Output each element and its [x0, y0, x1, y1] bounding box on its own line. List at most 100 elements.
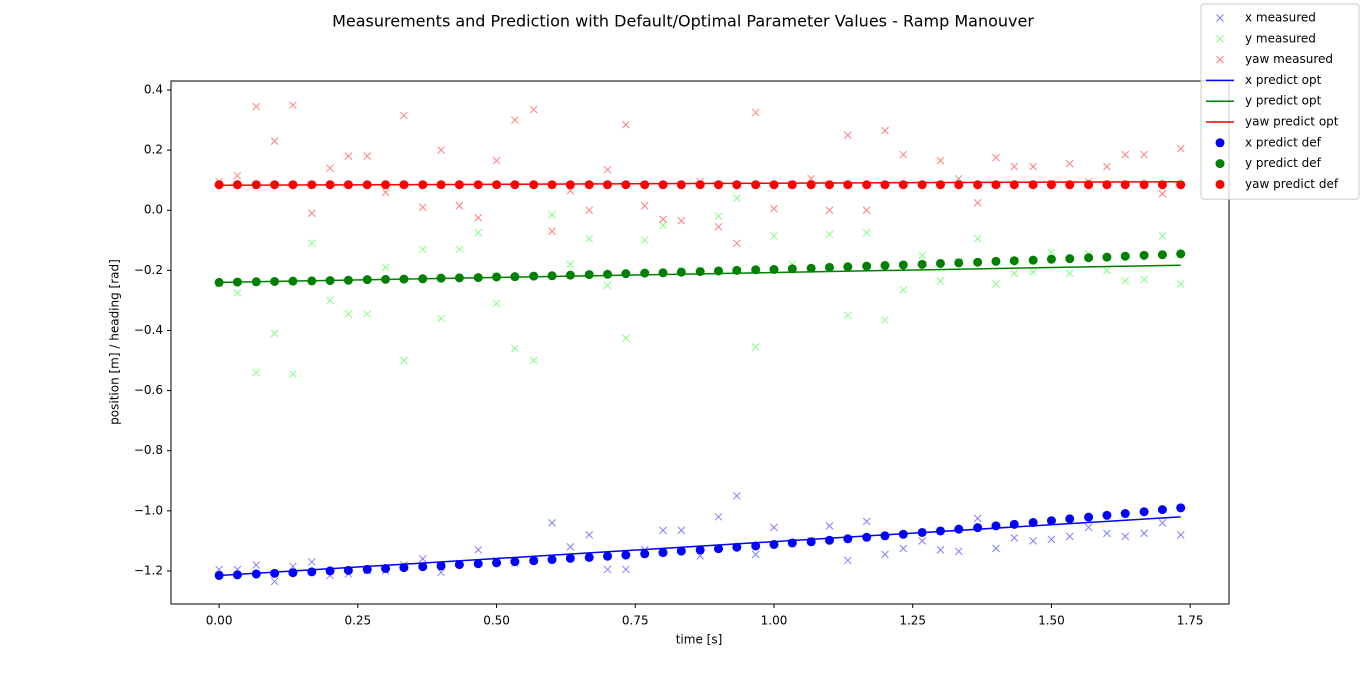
cross-marker	[492, 299, 501, 308]
prediction-dot	[769, 264, 779, 274]
prediction-dot	[954, 258, 964, 268]
cross-marker	[751, 550, 760, 559]
cross-marker	[437, 314, 445, 323]
prediction-dot	[862, 532, 872, 542]
legend-swatch	[1215, 138, 1225, 148]
cross-marker	[289, 101, 297, 109]
prediction-dot	[547, 271, 557, 281]
cross-marker	[381, 188, 390, 197]
cross-marker	[881, 126, 889, 135]
prediction-dot	[1102, 180, 1112, 190]
prediction-dot	[547, 180, 557, 190]
cross-marker	[474, 213, 483, 222]
prediction-dot	[1084, 512, 1094, 522]
x-tick-label: 1.50	[1038, 614, 1065, 628]
prediction-dot	[843, 262, 853, 272]
cross-marker	[585, 531, 594, 539]
prediction-dot	[991, 521, 1001, 531]
cross-marker	[954, 547, 963, 556]
prediction-dot	[603, 269, 613, 279]
prediction-dot	[917, 527, 927, 537]
prediction-dot	[325, 180, 335, 190]
cross-marker	[603, 165, 612, 174]
cross-marker	[1216, 14, 1224, 22]
prediction-dot	[1176, 180, 1186, 190]
prediction-dot	[695, 180, 705, 190]
prediction-dot	[658, 548, 668, 558]
cross-marker	[418, 245, 427, 254]
cross-marker	[973, 514, 982, 523]
cross-marker	[474, 228, 483, 237]
cross-marker	[1121, 150, 1130, 159]
cross-marker	[936, 156, 945, 165]
cross-marker	[1065, 269, 1074, 278]
prediction-dot	[1065, 254, 1075, 264]
prediction-dot	[751, 180, 761, 190]
prediction-dot	[640, 180, 650, 190]
x-tick-label: 0.50	[483, 614, 510, 628]
cross-marker	[1029, 537, 1037, 545]
prediction-dot	[584, 180, 594, 190]
y-axis-label: position [m] / heading [rad]	[108, 259, 122, 425]
cross-marker	[252, 102, 261, 111]
cross-marker	[677, 216, 686, 225]
prediction-dot	[251, 569, 261, 579]
cross-marker	[1010, 269, 1019, 278]
prediction-dot	[1009, 180, 1019, 190]
cross-marker	[621, 565, 630, 574]
cross-marker	[492, 156, 501, 165]
cross-marker	[307, 209, 316, 218]
y-tick-label: 0.0	[144, 203, 163, 217]
cross-marker	[881, 316, 889, 324]
prediction-dot	[954, 180, 964, 190]
legend-label: yaw predict def	[1245, 177, 1339, 191]
cross-marker	[418, 555, 427, 563]
cross-marker	[825, 206, 834, 215]
prediction-dot	[418, 180, 428, 190]
prediction-dot	[270, 180, 280, 190]
cross-marker	[1140, 275, 1148, 284]
prediction-dot	[529, 271, 539, 281]
prediction-dot	[935, 526, 945, 536]
y-tick-label: −0.2	[134, 263, 163, 277]
cross-marker	[585, 206, 594, 215]
cross-marker	[659, 221, 667, 230]
cross-marker	[1065, 532, 1074, 541]
prediction-dot	[492, 558, 502, 568]
cross-marker	[732, 194, 741, 203]
prediction-dot	[362, 275, 372, 285]
prediction-dot	[751, 541, 761, 551]
prediction-dot	[307, 276, 317, 286]
cross-marker	[252, 561, 261, 569]
prediction-dot	[714, 544, 724, 554]
y-tick-label: −0.8	[134, 443, 163, 457]
legend-label: x predict def	[1245, 135, 1322, 149]
prediction-dot	[898, 180, 908, 190]
prediction-dot	[824, 180, 834, 190]
prediction-dot	[473, 273, 483, 283]
cross-marker	[973, 198, 982, 207]
prediction-dot	[695, 545, 705, 555]
cross-marker	[751, 108, 760, 117]
prediction-dot	[1065, 180, 1075, 190]
cross-marker	[1047, 248, 1056, 257]
prediction-dot	[603, 180, 613, 190]
prediction-dot	[769, 539, 779, 549]
prediction-dot	[1065, 514, 1075, 524]
prediction-dot	[565, 180, 575, 190]
prediction-dot	[621, 269, 631, 279]
prediction-dot	[251, 180, 261, 190]
prediction-dot	[436, 180, 446, 190]
cross-marker	[344, 152, 353, 160]
prediction-dot	[954, 524, 964, 534]
prediction-dot	[603, 551, 613, 561]
prediction-dot	[584, 552, 594, 562]
cross-marker	[899, 286, 908, 294]
cross-marker	[1216, 55, 1224, 64]
cross-marker	[936, 546, 945, 554]
cross-marker	[437, 568, 445, 577]
prediction-dot	[307, 567, 317, 577]
prediction-dot	[343, 565, 353, 575]
cross-marker	[529, 356, 538, 365]
